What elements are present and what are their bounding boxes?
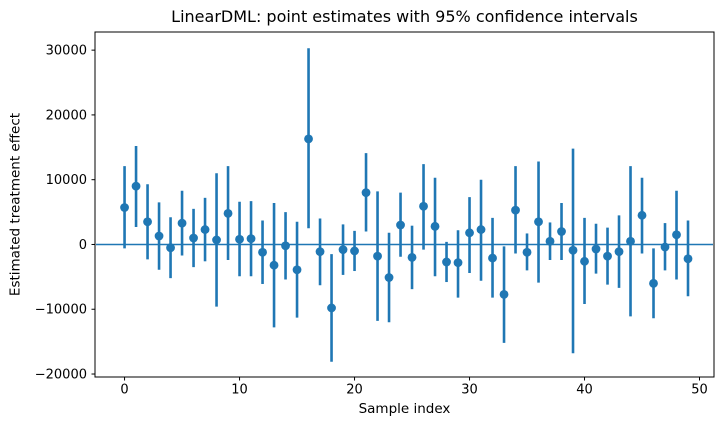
y-tick-label: 30000 <box>46 44 87 59</box>
point-estimate-marker <box>614 247 624 256</box>
point-estimate-marker <box>361 188 371 198</box>
point-estimate-marker <box>384 273 394 282</box>
point-estimate-marker <box>591 244 601 254</box>
point-estimate-marker <box>453 258 463 268</box>
point-estimate-marker <box>189 233 198 243</box>
point-estimate-marker <box>396 220 405 230</box>
point-estimate-marker <box>177 218 187 228</box>
x-tick-label: 0 <box>120 383 128 398</box>
point-estimate-marker <box>442 257 451 267</box>
point-estimate-marker <box>499 289 509 299</box>
point-estimate-marker <box>223 208 233 218</box>
point-estimate-marker <box>281 241 290 251</box>
point-estimate-marker <box>338 245 348 255</box>
point-estimate-marker <box>476 225 486 234</box>
x-tick-label: 50 <box>691 383 708 398</box>
point-estimate-marker <box>120 203 129 212</box>
y-tick-label: 10000 <box>46 173 87 188</box>
point-estimate-marker <box>511 205 520 215</box>
point-estimate-marker <box>545 236 555 246</box>
x-axis-label: Sample index <box>358 401 451 417</box>
point-estimate-marker <box>258 247 267 257</box>
axes-spines <box>94 31 715 378</box>
point-estimate-marker <box>488 253 497 263</box>
y-tick-label: −10000 <box>35 303 87 318</box>
point-estimate-marker <box>465 228 474 238</box>
point-estimate-marker <box>304 134 313 144</box>
y-tick-label: 20000 <box>46 108 87 123</box>
y-tick-label: −20000 <box>35 368 87 383</box>
point-estimate-marker <box>327 303 336 313</box>
point-estimate-marker <box>419 201 428 211</box>
point-estimate-marker <box>131 181 141 191</box>
point-estimate-marker <box>154 231 164 241</box>
y-axis-label: Estimated treatment effect <box>7 112 24 297</box>
point-estimate-marker <box>235 234 244 244</box>
point-estimate-marker <box>672 230 681 240</box>
point-estimate-marker <box>637 210 647 220</box>
y-tick-label: 0 <box>79 238 87 253</box>
point-estimate-marker <box>200 225 210 234</box>
x-tick-label: 40 <box>576 383 593 398</box>
point-estimate-marker <box>350 246 359 256</box>
point-estimate-marker <box>373 251 382 261</box>
point-estimate-marker <box>430 221 440 231</box>
point-estimate-marker <box>534 217 543 227</box>
x-tick-label: 10 <box>231 383 248 398</box>
point-estimate-marker <box>143 217 152 227</box>
point-estimate-marker <box>683 254 693 264</box>
point-estimate-marker <box>603 251 612 261</box>
point-estimate-marker <box>557 227 566 236</box>
x-tick-label: 20 <box>346 383 363 398</box>
point-estimate-marker <box>660 242 670 252</box>
point-estimate-marker <box>568 245 578 255</box>
point-estimate-marker <box>522 247 532 257</box>
point-estimate-marker <box>212 235 221 245</box>
point-estimate-marker <box>246 234 256 244</box>
point-estimate-marker <box>166 243 175 253</box>
point-estimate-marker <box>407 253 417 262</box>
point-estimate-marker <box>292 265 302 275</box>
point-estimate-marker <box>269 260 279 270</box>
x-tick-label: 30 <box>461 383 478 398</box>
point-estimate-marker <box>315 247 325 256</box>
point-estimate-marker <box>580 256 589 266</box>
chart-title: LinearDML: point estimates with 95% conf… <box>171 7 638 26</box>
point-estimate-marker <box>649 278 658 288</box>
point-estimate-marker <box>626 236 635 246</box>
